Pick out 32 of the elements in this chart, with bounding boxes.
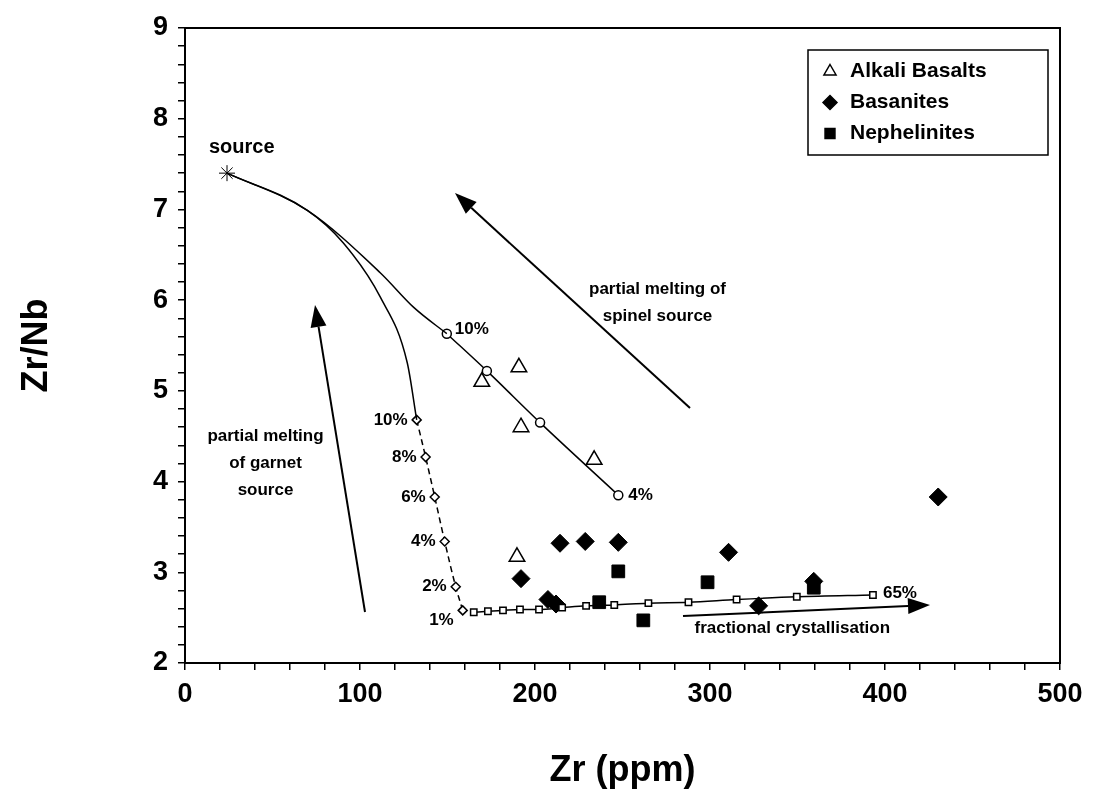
- annotation: 8%: [392, 446, 417, 466]
- annotation: 10%: [373, 409, 408, 429]
- annotation: 2%: [422, 576, 447, 596]
- y-tick-label: 7: [152, 192, 168, 223]
- x-tick-label: 0: [177, 677, 193, 708]
- legend-label: Nephelinites: [850, 120, 975, 144]
- legend-label: Alkali Basalts: [850, 58, 987, 82]
- y-tick-label: 8: [152, 102, 168, 133]
- annotation: fractional crystallisation: [694, 618, 891, 638]
- x-tick-label: 100: [337, 677, 383, 708]
- annotation: source: [209, 134, 275, 157]
- x-tick-label: 400: [862, 677, 908, 708]
- annotation: 65%: [882, 582, 917, 602]
- y-tick-label: 3: [152, 555, 168, 586]
- annotation: partial melting of spinel source: [589, 278, 727, 325]
- annotation: partial melting of garnet source: [207, 425, 324, 499]
- x-tick-label: 500: [1037, 677, 1083, 708]
- annotation: 6%: [401, 486, 426, 506]
- annotation: 4%: [628, 484, 653, 504]
- x-axis-title: Zr (ppm): [549, 748, 696, 790]
- annotation: 10%: [454, 319, 489, 339]
- y-tick-label: 9: [152, 11, 168, 42]
- legend-label: Basanites: [850, 89, 950, 113]
- y-axis-title: Zr/Nb: [13, 298, 55, 393]
- y-tick-label: 6: [152, 283, 168, 314]
- y-tick-label: 5: [152, 374, 168, 405]
- y-tick-label: 4: [152, 465, 168, 496]
- x-tick-label: 300: [687, 677, 733, 708]
- annotation: 1%: [429, 610, 454, 630]
- annotation: 4%: [411, 531, 436, 551]
- y-tick-label: 2: [152, 646, 168, 677]
- x-tick-label: 200: [512, 677, 558, 708]
